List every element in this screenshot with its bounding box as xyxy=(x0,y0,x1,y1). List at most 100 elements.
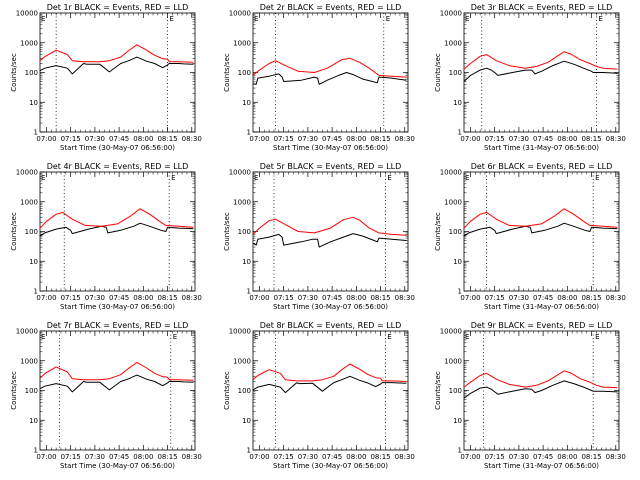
panel-8: Det 8r BLACK = Events, RED = LLD 1 10 100 10… xyxy=(223,321,415,470)
x-tick-label: 07:45 xyxy=(533,453,553,461)
y-tick-label: 1 xyxy=(247,447,251,455)
x-axis-label: Start Time (30-May-07 06:56:00) xyxy=(273,303,388,311)
x-tick-label: 07:15 xyxy=(274,453,294,461)
plot-frame xyxy=(39,330,196,451)
x-tick-label: 07:30 xyxy=(85,135,105,143)
lld-series-line xyxy=(39,208,194,229)
x-tick-label: 07:00 xyxy=(249,294,269,302)
y-axis-label: Counts/sec xyxy=(434,371,442,410)
x-tick-label: 08:00 xyxy=(346,453,366,461)
plot-frame xyxy=(252,330,409,451)
x-tick-label: 07:15 xyxy=(485,294,505,302)
y-tick-label: 1 xyxy=(247,288,251,296)
y-axis-label: Counts/sec xyxy=(434,53,442,92)
x-tick-label: 08:15 xyxy=(370,135,390,143)
events-series-line xyxy=(463,380,618,399)
x-tick-label: 08:15 xyxy=(581,135,601,143)
x-tick-label: 08:30 xyxy=(606,294,626,302)
y-tick-label: 10 xyxy=(29,99,38,107)
panel-title: Det 4r BLACK = Events, RED = LLD xyxy=(47,162,189,171)
x-tick-label: 07:45 xyxy=(109,453,129,461)
plot-frame xyxy=(252,171,409,292)
x-tick-label: 07:00 xyxy=(36,453,56,461)
y-tick-label: 1 xyxy=(247,129,251,137)
events-series-line xyxy=(463,222,618,237)
x-tick-label: 08:15 xyxy=(581,294,601,302)
plot-frame xyxy=(39,171,196,292)
y-axis-label: Counts/sec xyxy=(10,53,18,92)
x-tick-label: 08:00 xyxy=(133,453,153,461)
x-tick-label: 08:30 xyxy=(395,453,415,461)
x-tick-label: 07:15 xyxy=(485,135,505,143)
panel-title: Det 7r BLACK = Events, RED = LLD xyxy=(47,321,189,330)
y-tick-label: 1 xyxy=(458,288,462,296)
x-tick-label: 07:45 xyxy=(322,135,342,143)
event-marker: E xyxy=(254,15,258,23)
panel-title: Det 9r BLACK = Events, RED = LLD xyxy=(471,321,613,330)
x-axis-label: Start Time (31-May-07 06:56:00) xyxy=(484,303,599,311)
lld-series-line xyxy=(252,57,407,78)
lld-series-line xyxy=(463,51,618,70)
panel-2: Det 2r BLACK = Events, RED = LLD 1 10 100 10… xyxy=(223,3,415,152)
x-tick-label: 08:00 xyxy=(557,453,577,461)
y-tick-label: 10 xyxy=(242,417,251,425)
event-marker: E xyxy=(598,15,602,23)
x-tick-label: 08:15 xyxy=(157,294,177,302)
x-tick-label: 08:15 xyxy=(581,453,601,461)
y-tick-label: 10000 xyxy=(440,169,462,177)
x-tick-label: 07:30 xyxy=(298,294,318,302)
x-tick-label: 07:15 xyxy=(485,453,505,461)
event-marker: E xyxy=(171,174,175,182)
y-tick-label: 100 xyxy=(449,228,462,236)
x-tick-label: 08:30 xyxy=(182,135,202,143)
y-tick-label: 10 xyxy=(29,417,38,425)
x-tick-label: 07:00 xyxy=(249,453,269,461)
event-marker: E xyxy=(387,333,391,341)
event-marker: E xyxy=(41,333,45,341)
x-tick-label: 08:30 xyxy=(182,294,202,302)
x-tick-label: 07:00 xyxy=(36,294,56,302)
y-tick-label: 1000 xyxy=(233,357,251,365)
y-axis-label: Counts/sec xyxy=(223,53,231,92)
panel-4: Det 4r BLACK = Events, RED = LLD 1 10 100 10… xyxy=(10,162,202,311)
y-tick-label: 1000 xyxy=(444,39,462,47)
event-marker: E xyxy=(465,15,469,23)
event-marker: E xyxy=(595,174,599,182)
events-series-line xyxy=(252,375,407,394)
x-tick-label: 08:00 xyxy=(133,294,153,302)
event-marker: E xyxy=(387,174,391,182)
panel-7: Det 7r BLACK = Events, RED = LLD 1 10 100 10… xyxy=(10,321,202,470)
y-tick-label: 10 xyxy=(453,99,462,107)
y-tick-label: 10 xyxy=(453,417,462,425)
y-axis-label: Counts/sec xyxy=(223,212,231,251)
x-tick-label: 07:30 xyxy=(85,294,105,302)
x-axis-label: Start Time (31-May-07 06:56:00) xyxy=(484,462,599,470)
x-axis-label: Start Time (30-May-07 06:56:00) xyxy=(273,462,388,470)
y-tick-label: 10 xyxy=(29,258,38,266)
y-tick-label: 10000 xyxy=(440,328,462,336)
x-tick-label: 08:15 xyxy=(157,135,177,143)
x-tick-label: 07:15 xyxy=(274,294,294,302)
y-tick-label: 1000 xyxy=(20,198,38,206)
x-tick-label: 07:45 xyxy=(533,294,553,302)
event-marker: E xyxy=(41,15,45,23)
y-tick-label: 10000 xyxy=(16,169,38,177)
x-tick-label: 07:45 xyxy=(109,135,129,143)
y-tick-label: 10000 xyxy=(16,10,38,18)
panel-5: Det 5r BLACK = Events, RED = LLD 1 10 100 10… xyxy=(223,162,415,311)
y-tick-label: 10 xyxy=(242,258,251,266)
y-tick-label: 1 xyxy=(458,129,462,137)
x-tick-label: 07:30 xyxy=(509,453,529,461)
x-tick-label: 07:30 xyxy=(298,135,318,143)
event-marker: E xyxy=(386,15,390,23)
y-tick-label: 100 xyxy=(25,387,38,395)
x-tick-label: 08:30 xyxy=(182,453,202,461)
event-marker: E xyxy=(465,333,469,341)
y-axis-label: Counts/sec xyxy=(10,371,18,410)
x-tick-label: 07:15 xyxy=(61,294,81,302)
y-tick-label: 100 xyxy=(238,69,251,77)
lld-series-line xyxy=(252,363,407,382)
event-marker: E xyxy=(41,174,45,182)
event-marker: E xyxy=(254,333,258,341)
y-axis-label: Counts/sec xyxy=(223,371,231,410)
